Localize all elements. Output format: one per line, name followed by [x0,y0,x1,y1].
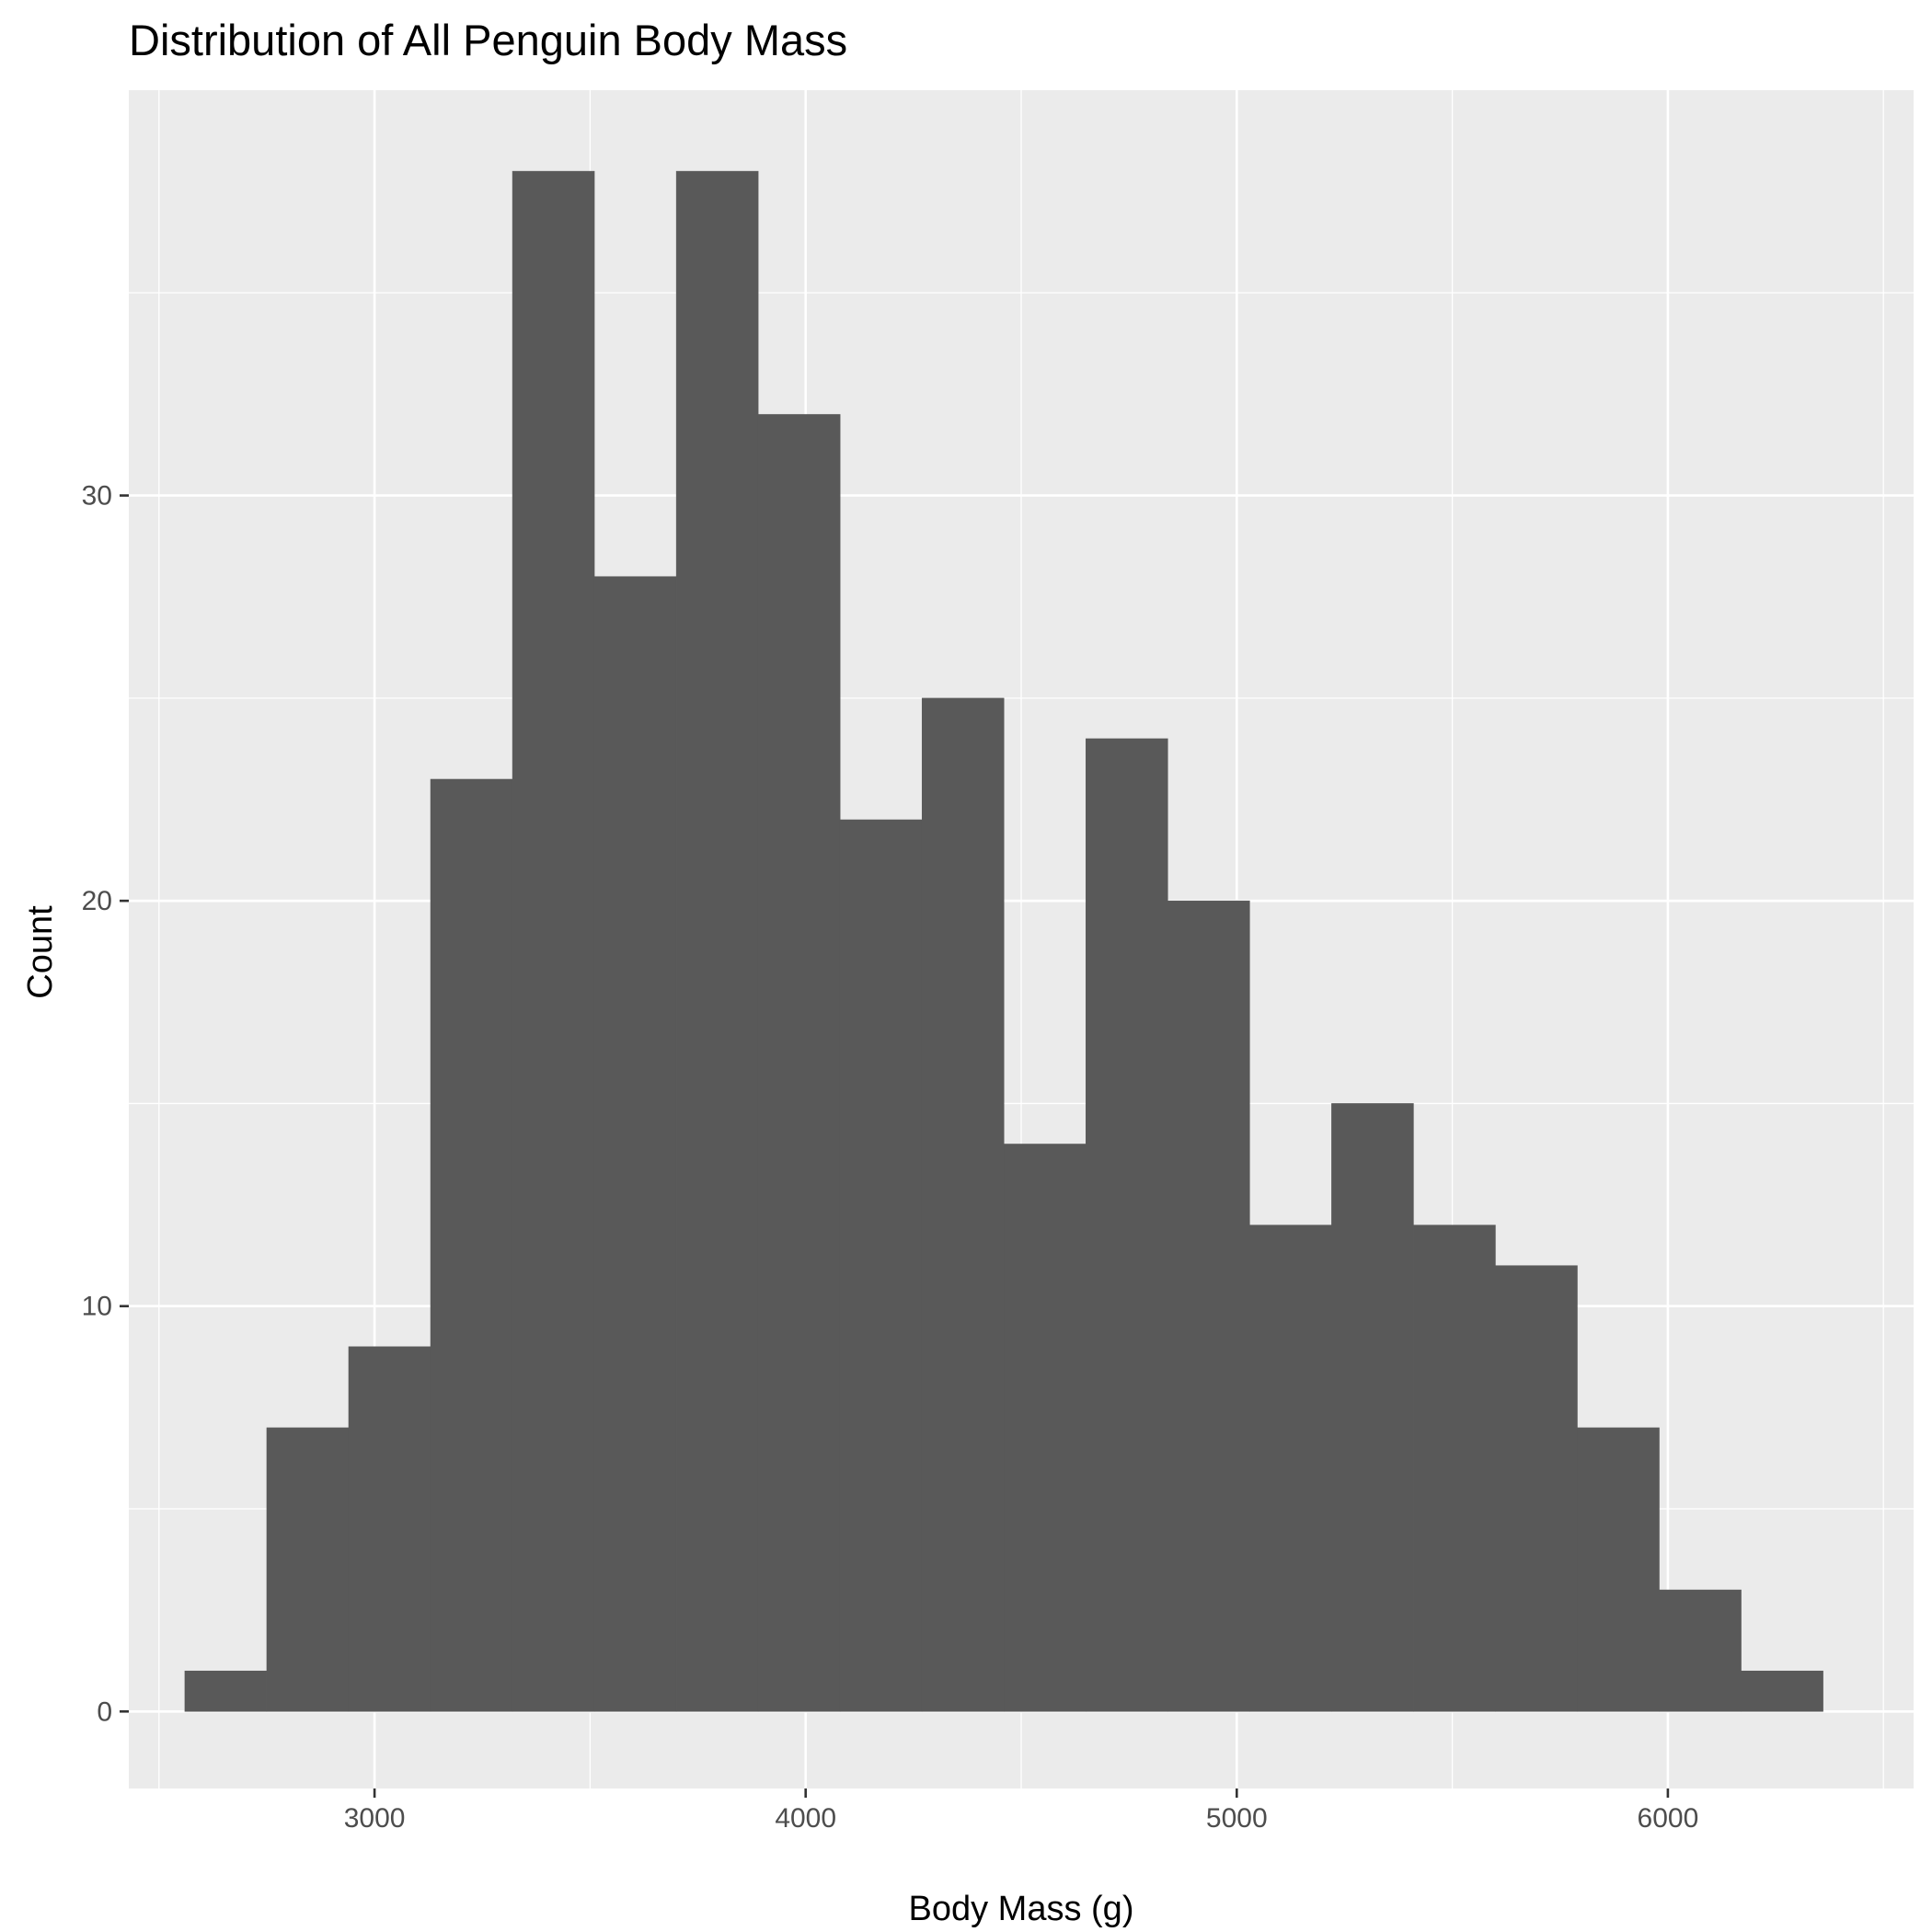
histogram-bar [839,819,923,1712]
y-axis-title: Count [21,905,60,999]
histogram-bar [1659,1589,1742,1712]
histogram-bar [1331,1103,1414,1712]
histogram-bar [1495,1265,1578,1712]
histogram-bar [348,1346,431,1712]
y-tick-label: 0 [97,1696,112,1727]
y-tick-label: 20 [82,886,112,916]
histogram-bar [1577,1427,1660,1712]
y-tick-label: 30 [82,481,112,512]
histogram-bar [675,170,759,1712]
x-tick-label: 4000 [775,1803,836,1834]
histogram-bar [184,1670,268,1712]
x-tick-label: 3000 [344,1803,406,1834]
y-axis: 0 10 20 30 [82,481,129,1727]
histogram-bar [1004,1144,1087,1712]
histogram-bar [1741,1670,1823,1712]
histogram-bar [430,778,513,1712]
histogram-bar [1086,738,1168,1712]
x-axis: 3000 4000 5000 6000 [344,1788,1699,1834]
histogram-bar [1167,900,1250,1712]
chart-title: Distribution of All Penguin Body Mass [129,16,847,64]
histogram-bar [921,697,1005,1712]
histogram-bar [512,170,595,1712]
x-tick-label: 5000 [1206,1803,1268,1834]
x-axis-title: Body Mass (g) [909,1890,1134,1928]
histogram-bar [1413,1225,1496,1712]
y-tick-label: 10 [82,1292,112,1322]
histogram-bar [266,1427,350,1712]
histogram-bar [593,576,677,1712]
x-tick-label: 6000 [1638,1803,1699,1834]
histogram-bar [1249,1225,1332,1712]
histogram-bar [757,414,841,1712]
histogram-bars [184,170,1823,1712]
